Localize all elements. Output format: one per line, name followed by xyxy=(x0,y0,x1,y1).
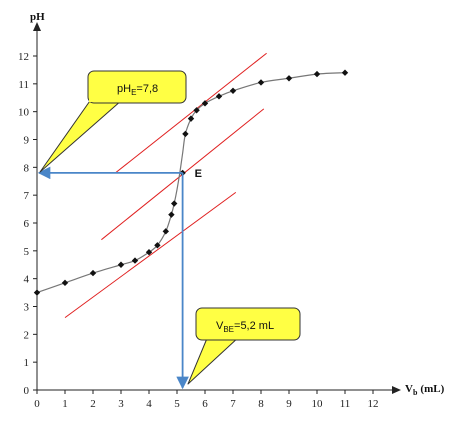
x-tick-label: 5 xyxy=(174,398,180,410)
titration-curve xyxy=(36,72,346,294)
data-points xyxy=(33,69,349,296)
x-axis-label-unit: (mL) xyxy=(420,383,444,395)
data-point xyxy=(257,79,265,86)
data-point xyxy=(171,200,178,207)
y-tick-label: 3 xyxy=(24,302,30,314)
data-point xyxy=(162,228,169,235)
ph-equivalence-callout: pHE=7,8 xyxy=(39,70,187,173)
data-point xyxy=(168,211,175,218)
x-ticks: 0 1 2 3 4 5 6 7 8 9 10 11 12 xyxy=(34,390,379,410)
y-tick-label: 5 xyxy=(24,246,30,258)
y-axis-arrow-icon xyxy=(33,22,41,31)
x-axis-label-sub: b xyxy=(413,388,418,397)
y-tick-label: 8 xyxy=(24,162,30,174)
x-tick-label: 1 xyxy=(62,398,68,410)
data-point xyxy=(61,279,69,287)
x-axis-label: Vb (mL) xyxy=(405,383,445,397)
data-point xyxy=(131,257,139,264)
data-point xyxy=(285,75,293,82)
y-tick-label: 2 xyxy=(24,329,30,341)
data-point xyxy=(187,115,195,122)
data-point xyxy=(229,87,237,94)
x-tick-label: 7 xyxy=(230,398,236,410)
x-tick-label: 3 xyxy=(118,398,124,410)
x-tick-label: 4 xyxy=(146,398,152,410)
x-tick-label: 11 xyxy=(340,398,351,410)
data-point xyxy=(341,69,349,76)
data-point xyxy=(145,249,153,256)
volume-equivalence-callout: VBE=5,2 mL xyxy=(187,307,301,385)
y-tick-label: 0 xyxy=(24,385,30,397)
ph-equivalence-text: pHE=7,8 xyxy=(117,83,158,97)
x-tick-label: 10 xyxy=(312,398,324,410)
data-point xyxy=(33,289,41,296)
data-point xyxy=(201,100,209,107)
callout-pointer xyxy=(39,97,123,173)
data-point xyxy=(182,130,189,138)
callout-box xyxy=(87,70,187,104)
data-point xyxy=(215,93,223,100)
data-point xyxy=(89,269,97,277)
data-point xyxy=(154,242,161,249)
callout-joint xyxy=(209,333,239,339)
equivalence-point-label: E xyxy=(195,168,202,180)
y-tick-label: 11 xyxy=(18,79,29,91)
equivalence-guides xyxy=(37,166,189,390)
callout-joint xyxy=(89,96,129,102)
x-tick-label: 8 xyxy=(258,398,264,410)
y-tick-label: 10 xyxy=(18,107,30,119)
x-tick-label: 0 xyxy=(34,398,40,410)
tangent-line xyxy=(64,191,237,319)
x-tick-label: 9 xyxy=(286,398,292,410)
tangent-line xyxy=(115,52,267,174)
x-axis-arrow-icon xyxy=(392,386,401,394)
y-tick-label: 4 xyxy=(24,274,30,286)
y-tick-label: 7 xyxy=(24,190,30,202)
callout-pointer xyxy=(187,335,241,385)
callout-box xyxy=(195,307,301,341)
x-tick-label: 2 xyxy=(90,398,96,410)
y-tick-label: 6 xyxy=(24,218,30,230)
y-tick-label: 1 xyxy=(24,357,30,369)
y-tick-label: 9 xyxy=(24,135,30,147)
y-tick-label: 12 xyxy=(18,51,29,63)
x-tick-label: 6 xyxy=(202,398,208,410)
x-axis-label-main: V xyxy=(405,383,413,395)
x-tick-label: 12 xyxy=(368,398,379,410)
y-axis-label: pH xyxy=(30,11,45,23)
volume-equivalence-text: VBE=5,2 mL xyxy=(216,320,274,334)
data-point xyxy=(193,107,200,114)
data-point xyxy=(117,261,125,268)
data-point xyxy=(313,70,321,78)
